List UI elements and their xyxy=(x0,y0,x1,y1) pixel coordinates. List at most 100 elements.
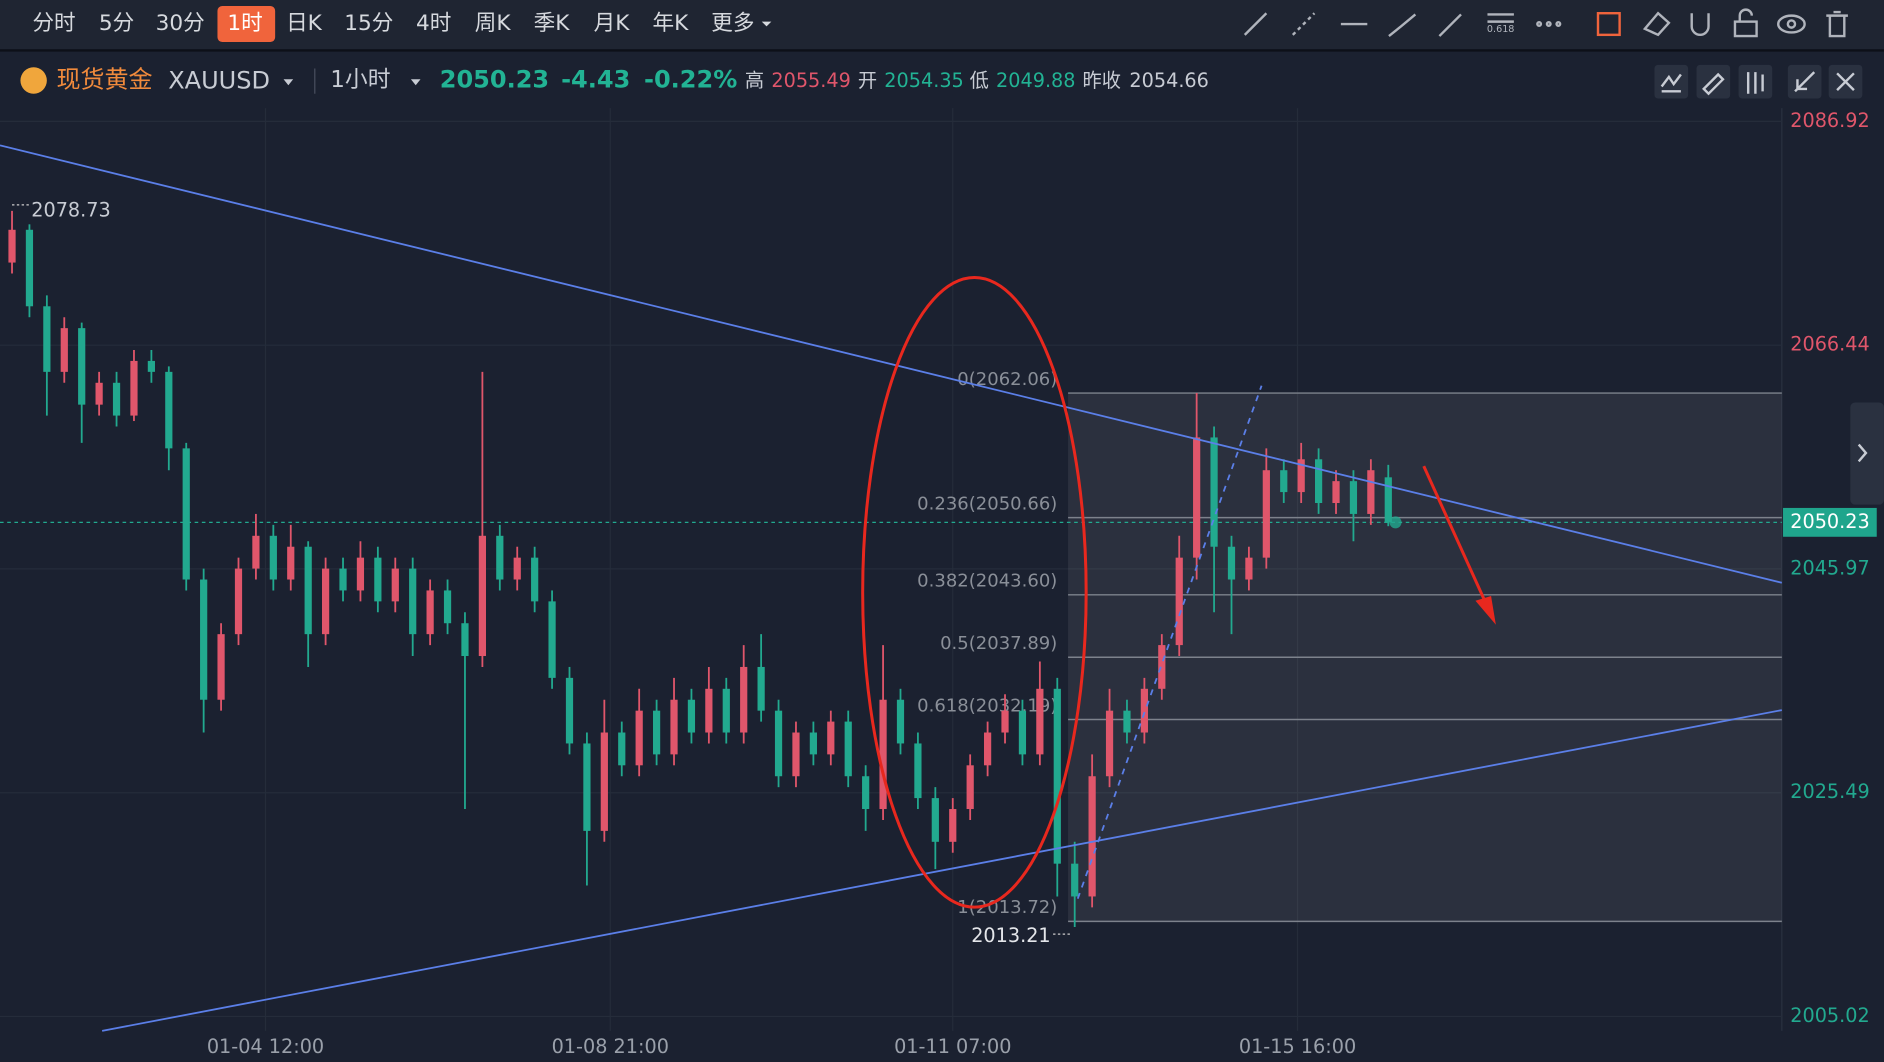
candle-body xyxy=(722,688,730,733)
candle-body xyxy=(618,732,626,766)
interval[interactable]: 1小时 xyxy=(330,67,390,93)
chevron xyxy=(1857,443,1868,463)
drawing-tools[interactable]: 0.618 xyxy=(1243,8,1848,38)
y-tick-label: 2066.44 xyxy=(1790,333,1869,356)
last-price-box xyxy=(1783,507,1877,537)
dropdown[interactable] xyxy=(410,79,421,86)
candle-body xyxy=(43,306,51,372)
candle-body xyxy=(200,579,208,700)
period-tab[interactable]: 周K xyxy=(475,11,512,36)
candle-body xyxy=(1332,481,1340,504)
chart-buttons[interactable] xyxy=(1654,64,1863,99)
candle-body xyxy=(1018,710,1027,755)
candle-body xyxy=(670,699,678,755)
candle-body xyxy=(356,557,365,591)
candle-body xyxy=(652,710,661,755)
period-tab[interactable]: 季K xyxy=(534,11,571,36)
high: 2055.49 xyxy=(771,69,850,92)
toolbar xyxy=(0,0,1884,50)
candle-body xyxy=(583,743,591,831)
candle-body xyxy=(513,557,521,580)
candle-body xyxy=(496,535,504,580)
candle-body xyxy=(1262,470,1270,558)
candle-body xyxy=(60,328,68,372)
x-tick-label: 01-11 07:00 xyxy=(894,1035,1011,1058)
candle-body xyxy=(1105,710,1114,777)
candle-body xyxy=(687,699,696,733)
candle-body xyxy=(774,710,783,777)
active-period[interactable] xyxy=(217,6,276,43)
fib-label: 0(2062.06) xyxy=(957,369,1057,390)
candle-body xyxy=(966,765,974,810)
candle-body xyxy=(95,382,103,405)
candle-body xyxy=(1297,459,1305,493)
candle-body xyxy=(844,721,852,777)
button-icons xyxy=(1660,71,1855,96)
candle-body xyxy=(1227,546,1236,580)
candle-body xyxy=(147,360,155,372)
period-tab[interactable]: 分时 xyxy=(32,11,75,36)
change: -4.43 xyxy=(561,66,630,94)
period-tab[interactable]: 1时 xyxy=(227,11,262,36)
candle-body xyxy=(1158,645,1166,689)
candle-body xyxy=(409,568,417,635)
last-dot xyxy=(1389,516,1402,529)
change-pct: -0.22% xyxy=(644,66,737,94)
symbol-code[interactable]: XAUUSD xyxy=(168,67,270,95)
period-tab[interactable]: 月K xyxy=(594,11,631,36)
candle-body xyxy=(1053,688,1061,864)
symbol-icon xyxy=(20,67,47,94)
candle-body xyxy=(1384,477,1392,523)
candle-body xyxy=(321,568,330,635)
period-tab[interactable]: 30分 xyxy=(156,11,205,36)
candle-body xyxy=(1193,437,1201,558)
low-label: 低 xyxy=(970,69,989,92)
y-tick-label: 2086.92 xyxy=(1790,109,1869,132)
candle-body xyxy=(78,328,86,405)
period-tab[interactable]: 日K xyxy=(286,11,323,36)
candle-body xyxy=(1123,710,1131,733)
more-tab[interactable]: 更多 xyxy=(711,11,754,36)
annotation-ellipse xyxy=(861,276,1088,909)
candle-body xyxy=(8,229,16,263)
fib-label: 1(2013.72) xyxy=(957,897,1057,918)
candle-body xyxy=(705,688,713,733)
candle-body xyxy=(478,535,486,657)
period-tab[interactable]: 4时 xyxy=(416,11,451,36)
high-marker: 2078.73 xyxy=(31,198,110,221)
side-tab[interactable] xyxy=(1850,402,1884,505)
period-tab[interactable]: 年K xyxy=(653,11,690,36)
y-tick-label: 2025.49 xyxy=(1790,780,1869,803)
dropdown xyxy=(761,21,772,27)
x-tick-label: 01-04 12:00 xyxy=(207,1035,324,1058)
prev-close: 2054.66 xyxy=(1129,69,1208,92)
candle-body xyxy=(1280,470,1288,493)
candle-body xyxy=(1210,437,1218,547)
period-tab[interactable]: 5分 xyxy=(99,11,134,36)
candle-body xyxy=(1088,776,1096,897)
candle-body xyxy=(182,448,190,580)
candle-body xyxy=(304,546,312,635)
candle-body xyxy=(1001,710,1009,733)
candle-body xyxy=(565,677,574,744)
prev-label: 昨收 xyxy=(1083,69,1121,92)
candle-body xyxy=(112,382,121,416)
candle-body xyxy=(949,809,957,842)
fib-label: 0.236(2050.66) xyxy=(917,493,1057,514)
trendline xyxy=(101,709,1782,1032)
candle-body xyxy=(1036,688,1044,755)
price: 2050.23 xyxy=(440,66,549,94)
svg-text:0.618: 0.618 xyxy=(1487,24,1515,35)
candle-body xyxy=(809,732,817,755)
candle-body xyxy=(792,732,800,777)
candle-body xyxy=(443,590,452,624)
period-tab[interactable]: 15分 xyxy=(344,11,393,36)
dropdown[interactable] xyxy=(283,79,294,86)
open: 2054.35 xyxy=(884,69,963,92)
candle-body xyxy=(130,360,138,416)
fib-label: 0.5(2037.89) xyxy=(940,633,1057,654)
candle-body xyxy=(635,710,643,766)
high-label: 高 xyxy=(745,69,764,92)
candle-body xyxy=(25,229,34,307)
